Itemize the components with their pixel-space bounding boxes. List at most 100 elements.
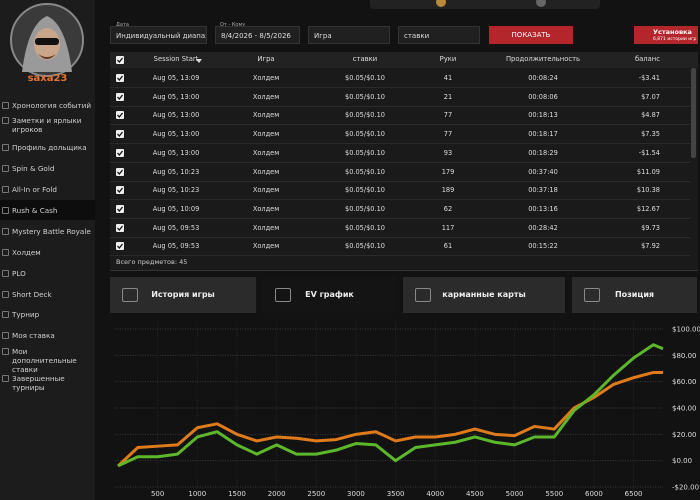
install-button[interactable] <box>634 26 698 44</box>
cell: 93 <box>443 148 453 157</box>
top-icon[interactable] <box>536 0 546 7</box>
x-tick-label: 3500 <box>387 490 405 498</box>
tab[interactable] <box>572 277 697 313</box>
cell: 00:08:24 <box>528 74 558 82</box>
cell: Холдем <box>252 111 280 120</box>
menu-item[interactable]: Мои дополнительные ставки <box>12 347 77 374</box>
cell: Aug 05, 10:23 <box>152 167 200 176</box>
menu-item[interactable]: All-In or Fold <box>12 185 57 194</box>
menu-item[interactable]: Холдем <box>12 248 41 257</box>
cell: $0.05/$0.10 <box>345 148 385 157</box>
table <box>110 52 698 270</box>
row-checkbox[interactable] <box>116 130 124 139</box>
cell: $0.05/$0.10 <box>345 204 385 213</box>
tab-label: История игры <box>151 290 215 299</box>
cell: Холдем <box>252 74 280 82</box>
menu-item[interactable]: Завершенные турниры <box>12 374 65 392</box>
x-tick-label: 3000 <box>347 490 365 498</box>
menu-icon <box>2 348 9 355</box>
cell: -$1.54 <box>638 148 660 157</box>
menu-item[interactable]: Хронология событий <box>12 101 92 110</box>
cell: Холдем <box>252 242 280 251</box>
filter-label: Дата <box>116 22 129 28</box>
row-line <box>110 236 690 238</box>
series-line <box>116 370 663 468</box>
y-tick-label: $0.00 <box>672 457 692 465</box>
cell: $0.05/$0.10 <box>345 92 385 101</box>
row-checkbox[interactable] <box>116 148 124 157</box>
x-tick-label: 4000 <box>426 490 444 498</box>
sort-icon <box>196 59 202 63</box>
row-checkbox[interactable] <box>116 111 124 120</box>
row-checkbox[interactable] <box>116 74 124 82</box>
row-checkbox[interactable] <box>116 167 124 176</box>
menu-item[interactable]: Spin & Gold <box>12 164 55 173</box>
tab-icon <box>275 288 291 302</box>
cell: 00:28:42 <box>528 223 558 232</box>
column-header[interactable]: Session Start <box>153 55 199 63</box>
show-button[interactable]: ПОКАЗАТЬ <box>489 26 573 44</box>
menu-item[interactable]: PLO <box>12 269 26 278</box>
menu-item[interactable]: Заметки и ярлыки игроков <box>12 116 82 134</box>
top-bar <box>370 0 600 9</box>
cell: 00:37:18 <box>528 186 558 195</box>
cell: $10.38 <box>636 186 660 195</box>
cell: 00:08:06 <box>528 92 558 101</box>
menu-icon <box>2 291 9 298</box>
y-tick-label: $20.00 <box>672 431 697 439</box>
cell: 62 <box>443 204 453 213</box>
y-tick-label: $100.00 <box>672 325 700 333</box>
cell: 117 <box>441 223 455 232</box>
menu-icon <box>2 270 9 277</box>
top-icon[interactable] <box>436 0 446 7</box>
menu-item[interactable]: Mystery Battle Royale <box>12 227 91 236</box>
cell: Aug 05, 09:53 <box>152 223 200 232</box>
header-checkbox[interactable] <box>116 56 124 64</box>
cell: $0.05/$0.10 <box>345 242 385 251</box>
menu-item[interactable]: Профиль дольщика <box>12 143 87 152</box>
cell: $0.05/$0.10 <box>345 167 385 176</box>
row-checkbox[interactable] <box>116 186 124 195</box>
row-checkbox[interactable] <box>116 204 124 213</box>
row-checkbox[interactable] <box>116 223 124 232</box>
tab-active[interactable] <box>263 277 396 313</box>
cell: 00:18:13 <box>528 111 558 120</box>
game-select[interactable]: Игра <box>308 26 390 44</box>
date-input[interactable]: 8/4/2026 - 8/5/2026 <box>215 26 300 44</box>
row-checkbox[interactable] <box>116 242 124 251</box>
row-line <box>110 143 690 145</box>
cell: Aug 05, 13:09 <box>152 74 200 82</box>
cell: $0.05/$0.10 <box>345 74 385 82</box>
row-line <box>110 124 690 126</box>
x-tick-label: 4500 <box>466 490 484 498</box>
cell: Aug 05, 10:23 <box>152 186 200 195</box>
cell: $7.07 <box>641 92 660 101</box>
tab[interactable] <box>110 277 256 313</box>
column-header: ставки <box>352 55 378 63</box>
range-select[interactable]: Индивидуальный диапазон <box>110 26 207 44</box>
avatar <box>10 3 84 77</box>
row-line <box>110 87 690 88</box>
x-tick-label: 6000 <box>585 490 603 498</box>
cell: Aug 05, 13:00 <box>152 148 200 157</box>
cell: Aug 05, 09:53 <box>152 242 200 251</box>
ev-chart: $100.00 $80.00 $60.00 $40.00 $20.00 $0.00 -$20… <box>115 322 700 498</box>
menu-item[interactable]: Моя ставка <box>12 331 55 340</box>
menu-item[interactable]: Турнир <box>12 310 40 319</box>
sidebar <box>0 0 95 500</box>
stakes-select[interactable]: ставки <box>398 26 480 44</box>
y-tick-label: $80.00 <box>672 352 697 360</box>
row-line <box>110 217 690 219</box>
cell: 77 <box>443 130 453 139</box>
menu-icon <box>2 311 9 318</box>
cell: 41 <box>443 74 453 82</box>
cell: Холдем <box>252 223 280 232</box>
cell: 21 <box>443 92 453 101</box>
menu-icon <box>2 207 9 214</box>
cell: Aug 05, 13:00 <box>152 111 200 120</box>
menu-item[interactable]: Short Deck <box>12 290 52 299</box>
cell: Холдем <box>252 186 280 195</box>
row-checkbox[interactable] <box>116 92 124 101</box>
cell: 00:13:16 <box>528 204 558 213</box>
menu-item[interactable]: Rush & Cash <box>12 206 58 215</box>
